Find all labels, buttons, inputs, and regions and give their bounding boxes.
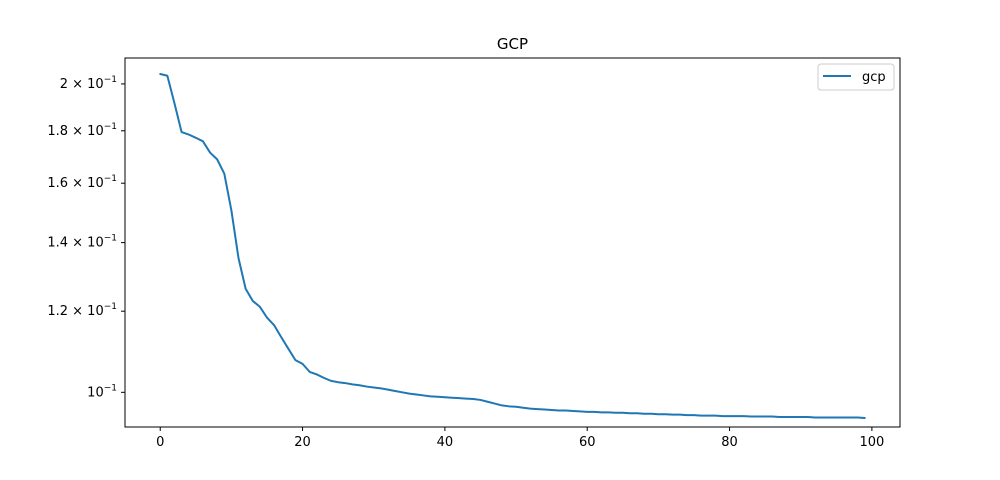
chart-title: GCP — [497, 35, 528, 53]
y-tick-label-base: 1.6 × 10 — [47, 176, 103, 191]
x-tick-label: 20 — [294, 435, 311, 450]
y-tick-label: 1.2 × 10−1 — [47, 302, 117, 319]
y-tick-label-base: 1.4 × 10 — [47, 236, 103, 251]
y-tick-label-exponent: −1 — [104, 302, 117, 312]
y-tick-label-exponent: −1 — [104, 122, 117, 132]
y-tick-label: 10−1 — [87, 383, 117, 400]
series-layer — [159, 73, 866, 419]
plot-area: 0 20 40 60 80 100 10−11.2 × 10−11.4 × 10−11.6… — [47, 57, 901, 450]
series-line-gcp — [159, 73, 866, 419]
y-tick-label: 1.6 × 10−1 — [47, 174, 117, 191]
y-tick-label-exponent: −1 — [104, 75, 117, 85]
y-tick-label: 1.8 × 10−1 — [47, 122, 117, 139]
x-tick-label: 60 — [579, 435, 596, 450]
x-tick-label: 40 — [437, 435, 454, 450]
x-tick-label: 0 — [156, 435, 164, 450]
y-tick-label-exponent: −1 — [104, 383, 117, 393]
x-tick-label: 80 — [721, 435, 738, 450]
y-tick-label: 1.4 × 10−1 — [47, 234, 117, 251]
y-tick-label-base: 2 × 10 — [60, 77, 104, 92]
y-axis: 10−11.2 × 10−11.4 × 10−11.6 × 10−11.8 × … — [47, 75, 125, 400]
x-tick-label: 100 — [859, 435, 884, 450]
y-tick-label-base: 10 — [87, 385, 104, 400]
y-tick-label-exponent: −1 — [104, 174, 117, 184]
y-tick-label-exponent: −1 — [104, 234, 117, 244]
x-axis: 0 20 40 60 80 100 — [156, 427, 884, 450]
y-tick-label-base: 1.8 × 10 — [47, 124, 103, 139]
legend: gcp — [817, 63, 895, 91]
y-tick-label-base: 1.2 × 10 — [47, 304, 103, 319]
y-tick-label: 2 × 10−1 — [60, 75, 117, 92]
legend-label-gcp: gcp — [862, 70, 886, 85]
legend-box — [817, 63, 895, 91]
